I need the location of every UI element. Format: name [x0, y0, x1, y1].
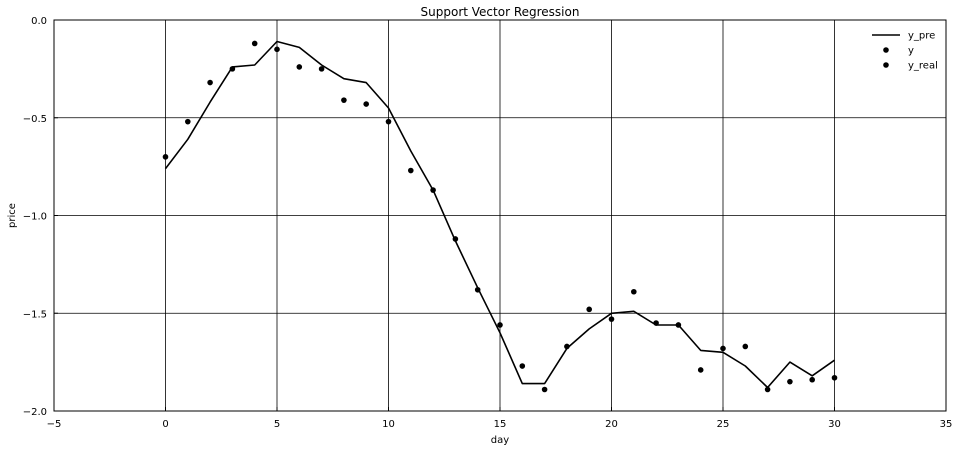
- data-point: [608, 316, 615, 322]
- x-tick-label: 20: [605, 419, 618, 430]
- x-tick-label: 0: [162, 419, 168, 430]
- data-point: [697, 367, 704, 373]
- legend-label: y_real: [908, 61, 938, 72]
- x-tick-label: 15: [494, 419, 507, 430]
- chart-title: Support Vector Regression: [421, 5, 580, 19]
- data-point: [653, 320, 659, 326]
- y-axis-label: price: [7, 203, 18, 228]
- data-point: [631, 288, 637, 295]
- series-points-y-real: [162, 40, 838, 393]
- data-point: [162, 154, 169, 160]
- data-point: [764, 386, 771, 393]
- x-tick-label: 35: [940, 419, 953, 430]
- data-point: [341, 97, 347, 103]
- data-point: [363, 101, 370, 107]
- legend-label: y: [908, 46, 914, 57]
- x-tick-label: −5: [47, 419, 62, 430]
- data-point: [742, 343, 749, 350]
- data-point: [720, 345, 726, 352]
- data-point: [385, 118, 392, 125]
- data-point: [675, 322, 682, 328]
- x-tick-label: 5: [274, 419, 280, 430]
- x-tick-label: 30: [828, 419, 841, 430]
- y-tick-label: −2.0: [23, 407, 47, 418]
- legend-point-marker: [883, 47, 889, 53]
- y-tick-label: −0.5: [23, 114, 47, 125]
- plot-frame: [53, 19, 947, 412]
- data-point: [296, 64, 303, 70]
- data-point: [274, 46, 280, 53]
- data-point: [430, 187, 436, 193]
- data-point: [831, 374, 838, 381]
- y-tick-label: 0.0: [31, 16, 47, 27]
- data-point: [497, 322, 503, 328]
- legend-point-marker: [883, 62, 889, 68]
- data-point: [787, 378, 793, 385]
- data-point: [408, 167, 414, 174]
- series-line-y-pre: [164, 40, 835, 389]
- data-point: [809, 376, 815, 383]
- x-axis-label: day: [491, 435, 509, 446]
- data-point: [229, 66, 236, 72]
- data-point: [586, 306, 592, 313]
- data-point: [185, 118, 191, 125]
- data-point: [564, 343, 570, 350]
- x-tick-label: 25: [717, 419, 730, 430]
- y-tick-label: −1.0: [23, 212, 47, 223]
- data-point: [318, 66, 325, 72]
- data-point: [251, 40, 258, 47]
- data-point: [541, 386, 548, 393]
- data-point: [474, 286, 481, 293]
- x-tick-label: 10: [382, 419, 395, 430]
- data-point: [452, 236, 459, 242]
- data-point: [519, 363, 526, 369]
- ticks: −5 0 5 10 15 20 25 30 35 0.0 −0.5 −1.0 −1.5 −2.0: [23, 16, 953, 430]
- data-point: [207, 79, 213, 86]
- legend-label: y_pre: [908, 31, 935, 42]
- y-tick-label: −1.5: [23, 309, 47, 320]
